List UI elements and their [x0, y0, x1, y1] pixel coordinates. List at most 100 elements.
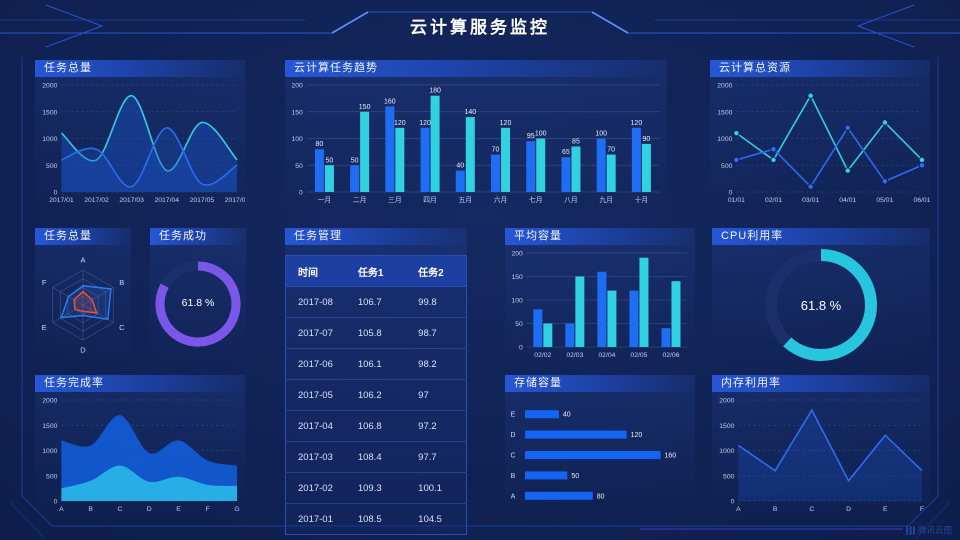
- svg-text:85: 85: [572, 139, 580, 146]
- task-total-radar-chart: A B C D E F: [42, 256, 125, 355]
- svg-text:120: 120: [394, 120, 406, 127]
- svg-text:0: 0: [299, 190, 303, 197]
- svg-text:500: 500: [46, 163, 58, 170]
- table-cell: 106.8: [345, 410, 407, 442]
- svg-text:0: 0: [54, 190, 58, 197]
- svg-text:01/01: 01/01: [728, 197, 745, 204]
- svg-text:2017/03: 2017/03: [119, 197, 144, 204]
- tasks-total-area-chart: 0 500 1000 1500 2000 2017/01 2017/02 2017/03 201…: [42, 83, 245, 205]
- svg-text:140: 140: [464, 109, 476, 116]
- svg-text:F: F: [42, 278, 47, 287]
- table-cell: 2017-06: [285, 348, 346, 380]
- table-header-cell: 任务2: [406, 255, 467, 287]
- svg-text:03/01: 03/01: [802, 197, 819, 204]
- svg-text:150: 150: [291, 109, 303, 116]
- svg-text:十月: 十月: [635, 195, 649, 204]
- panel-title-cpu-usage: CPU利用率: [712, 228, 930, 245]
- svg-text:0: 0: [54, 499, 58, 506]
- svg-text:A: A: [511, 493, 516, 500]
- svg-text:E: E: [42, 323, 47, 332]
- avg-capacity-bar-chart: 0 50 100 150 200 02/02 02/03 02/04 02/05 02/06: [511, 251, 687, 359]
- table-cell: 2017-02: [285, 472, 346, 504]
- tencent-cloud-logo[interactable]: 腾讯云图: [905, 524, 952, 536]
- table-cell: 108.5: [345, 503, 407, 535]
- svg-text:E: E: [176, 506, 181, 513]
- table-cell: 108.4: [345, 441, 407, 473]
- svg-text:A: A: [736, 506, 741, 513]
- svg-text:70: 70: [607, 147, 615, 154]
- task-success-value: 61.8 %: [181, 297, 215, 309]
- svg-text:2000: 2000: [42, 83, 57, 90]
- svg-text:02/06: 02/06: [662, 352, 679, 359]
- svg-text:A: A: [80, 256, 85, 265]
- svg-text:E: E: [511, 412, 516, 419]
- svg-text:D: D: [147, 506, 152, 513]
- panel-task-total-radar: 任务总量 A B C D E F: [35, 228, 131, 363]
- svg-text:2017/04: 2017/04: [154, 197, 179, 204]
- table-cell: 2017-07: [285, 317, 346, 349]
- svg-text:05/01: 05/01: [876, 197, 893, 204]
- svg-text:02/05: 02/05: [630, 352, 647, 359]
- svg-text:100: 100: [595, 131, 607, 138]
- svg-text:D: D: [80, 345, 86, 354]
- svg-text:150: 150: [359, 104, 371, 111]
- svg-text:2000: 2000: [42, 398, 57, 405]
- svg-text:A: A: [59, 506, 64, 513]
- table-cell: 97.2: [406, 410, 467, 442]
- tencent-cloud-logo-icon: [905, 525, 915, 535]
- table-row: 2017-08 106.7 99.8: [285, 286, 467, 318]
- table-row: 2017-04 106.8 97.2: [285, 410, 467, 442]
- panel-task-manage: 任务管理 时间 任务1 任务2 2017-08 106.7 99.8 2017-07 105…: [285, 228, 467, 535]
- svg-text:50: 50: [351, 157, 359, 164]
- table-row: 2017-06 106.1 98.2: [285, 348, 467, 380]
- svg-text:80: 80: [316, 141, 324, 148]
- svg-text:1000: 1000: [719, 448, 734, 455]
- svg-text:C: C: [510, 453, 515, 460]
- svg-text:二月: 二月: [353, 196, 367, 204]
- page-title: 云计算服务监控: [410, 18, 550, 37]
- table-cell: 2017-08: [285, 286, 346, 318]
- svg-text:0: 0: [731, 499, 735, 506]
- svg-text:120: 120: [419, 120, 431, 127]
- panel-title-task-manage: 任务管理: [285, 228, 467, 245]
- table-row: 2017-01 108.5 104.5: [285, 503, 467, 535]
- svg-text:四月: 四月: [423, 196, 437, 204]
- panel-title-task-success: 任务成功: [150, 228, 246, 245]
- svg-text:2017/05: 2017/05: [190, 197, 215, 204]
- svg-text:1000: 1000: [717, 136, 732, 143]
- table-cell: 97.7: [406, 441, 467, 473]
- table-cell: 106.7: [345, 286, 407, 318]
- table-row: 2017-07 105.8 98.7: [285, 317, 467, 349]
- table-cell: 100.1: [406, 472, 467, 504]
- table-cell: 104.5: [406, 503, 467, 535]
- svg-text:E: E: [883, 506, 888, 513]
- cpu-usage-value: 61.8 %: [800, 298, 842, 313]
- svg-text:C: C: [809, 506, 814, 513]
- table-header-cell: 任务1: [345, 255, 407, 287]
- table-row: 2017-03 108.4 97.7: [285, 441, 467, 473]
- svg-text:五月: 五月: [458, 196, 472, 204]
- svg-text:1500: 1500: [42, 423, 57, 430]
- memory-line-chart: 0 500 1000 1500 2000 A B C D E F: [719, 398, 924, 514]
- panel-storage: 存储容量 E 40 D 120 C 160 B 50 A 80: [505, 375, 695, 514]
- panel-title-memory: 内存利用率: [712, 375, 930, 392]
- cloud-resources-line-chart: 0 500 1000 1500 2000 01/01 02/01 03/01 04/01 05/0…: [717, 83, 930, 205]
- table-cell: 106.1: [345, 348, 407, 380]
- panel-title-completion: 任务完成率: [35, 375, 245, 392]
- table-row: 2017-05 106.2 97: [285, 379, 467, 411]
- svg-text:150: 150: [511, 274, 523, 281]
- svg-text:2017/02: 2017/02: [84, 197, 109, 204]
- svg-text:八月: 八月: [564, 196, 578, 204]
- svg-text:200: 200: [291, 83, 303, 90]
- panel-title-task-total-radar: 任务总量: [35, 228, 131, 245]
- svg-text:90: 90: [642, 136, 650, 143]
- svg-text:F: F: [920, 506, 924, 513]
- svg-text:50: 50: [295, 163, 303, 170]
- panel-task-trend: 云计算任务趋势 0 50 100 150 200 一月 二月 三月 四月 五月 六月 七月 八月 九月 十月…: [285, 60, 667, 205]
- table-cell: 2017-05: [285, 379, 346, 411]
- task-trend-bar-chart: 0 50 100 150 200 一月 二月 三月 四月 五月 六月 七月 八月 九月 十月 80 50 160 1…: [291, 83, 659, 204]
- table-cell: 109.3: [345, 472, 407, 504]
- svg-text:02/04: 02/04: [598, 352, 615, 359]
- svg-text:九月: 九月: [599, 195, 613, 204]
- svg-text:0: 0: [519, 345, 523, 352]
